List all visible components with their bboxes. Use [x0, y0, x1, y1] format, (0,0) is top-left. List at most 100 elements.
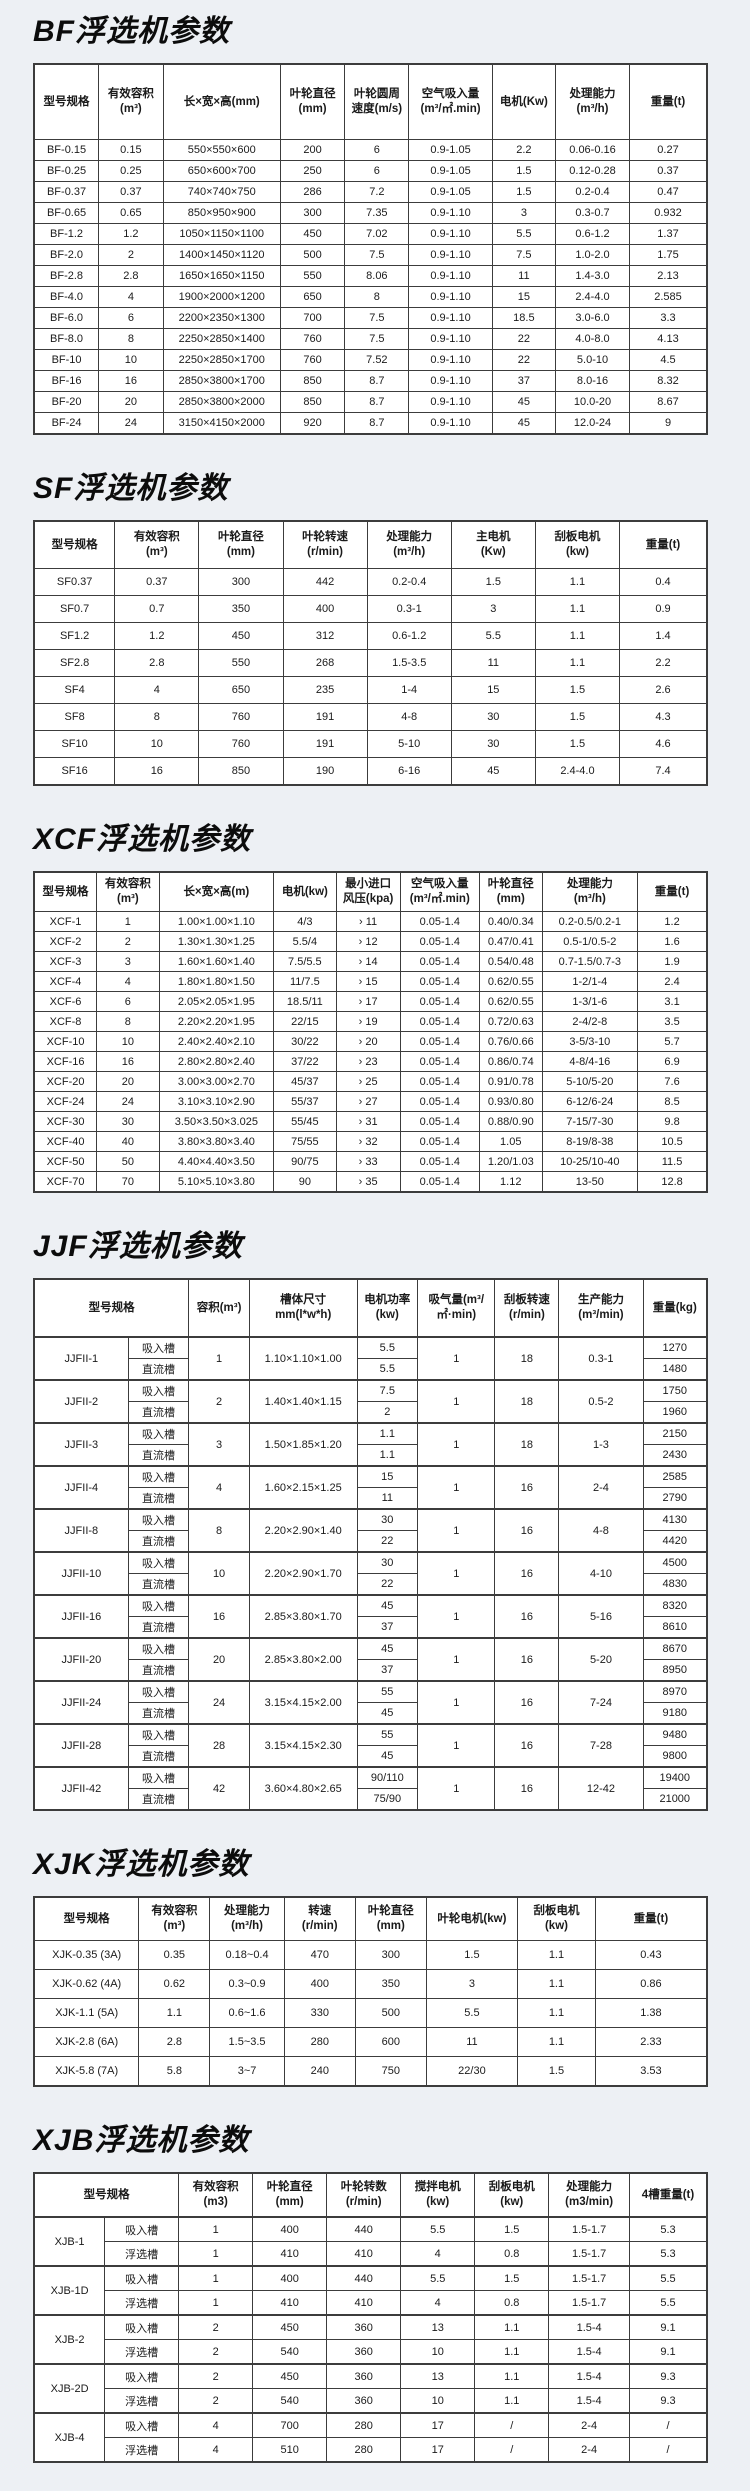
value-cell: 6 [344, 139, 410, 161]
value-cell: 45 [356, 1637, 419, 1660]
tank-type-cell: 浮选槽 [104, 2339, 180, 2365]
value-cell: 2.40×2.40×2.10 [158, 1031, 275, 1052]
value-cell: 30 [356, 1508, 419, 1531]
value-cell: 30/22 [273, 1031, 337, 1052]
value-cell: 18 [494, 1422, 560, 1467]
value-cell: 2.33 [594, 2027, 708, 2057]
value-cell: 7-15/7-30 [541, 1111, 639, 1132]
model-cell: BF-2.0 [33, 244, 100, 266]
value-cell: 1.1 [517, 2027, 596, 2057]
value-cell: 1.1 [474, 2314, 550, 2340]
value-cell: 7.2 [344, 181, 410, 203]
value-cell: 1.1 [517, 1940, 596, 1970]
column-header: 电机(kw) [273, 871, 337, 912]
value-cell: 15 [356, 1465, 419, 1488]
header-row: 型号规格 容积(m³) 槽体尺寸 mm(l*w*h) 电机功率 (kw) 吸气量(m³/… [33, 1278, 708, 1338]
value-cell: 4.0-8.0 [554, 328, 631, 350]
value-cell: 850×950×900 [162, 202, 281, 224]
value-cell: 1-3 [558, 1422, 644, 1467]
value-cell: 0.25 [98, 160, 164, 182]
value-cell: 90/75 [273, 1151, 337, 1172]
value-cell: 18.5 [491, 307, 557, 329]
model-cell: XCF-70 [33, 1171, 98, 1193]
section-bf: BF浮选机参数 型号规格 有效容积 (m³) 长×宽×高(mm) 叶轮直径 (mm) 叶… [0, 6, 750, 435]
value-cell: 8610 [642, 1616, 708, 1639]
value-cell: 1 [417, 1336, 496, 1381]
value-cell: 5.5 [356, 1336, 419, 1359]
table-row: XCF-3 3 1.60×1.60×1.40 7.5/5.5 › 14 0.05-1.4 0… [33, 951, 708, 972]
column-header: 处理能力 (m³/h) [554, 63, 631, 140]
model-cell: JJFII-1 [33, 1336, 129, 1381]
value-cell: 0.05-1.4 [399, 1051, 480, 1072]
column-header: 叶轮转速 (r/min) [282, 520, 368, 569]
table-row: 直流槽 11 2790 [34, 1487, 708, 1510]
table-row: SF0.7 0.7 350 400 0.3-1 3 1.1 0.9 [33, 595, 708, 623]
value-cell: 8.67 [629, 391, 708, 413]
table-row: BF-8.0 8 2250×2850×1400 760 7.5 0.9-1.10 22 4.0… [33, 328, 708, 350]
value-cell: 1.40×1.40×1.15 [248, 1379, 358, 1424]
value-cell: 0.86 [594, 1969, 708, 1999]
value-cell: 1.5 [450, 568, 536, 596]
value-cell: 0.62/0.55 [478, 991, 543, 1012]
value-cell: 1.5-3.5 [366, 649, 452, 677]
value-cell: 410 [326, 2241, 402, 2267]
table-row: 直流槽 45 9800 [34, 1745, 708, 1768]
value-cell: 30 [356, 1551, 419, 1574]
value-cell: 280 [326, 2437, 402, 2463]
value-cell: 7.52 [344, 349, 410, 371]
value-cell: 3 [188, 1422, 250, 1467]
value-cell: 45 [450, 757, 536, 786]
value-cell: 400 [252, 2216, 328, 2242]
value-cell: 1 [417, 1723, 496, 1768]
table-row: BF-6.0 6 2200×2350×1300 700 7.5 0.9-1.10 18.5 3… [33, 307, 708, 329]
table-row: BF-2.0 2 1400×1450×1120 500 7.5 0.9-1.10 7.5 1.… [33, 244, 708, 266]
value-cell: 0.43 [594, 1940, 708, 1970]
value-cell: 0.4 [619, 568, 708, 596]
value-cell: 5-10 [366, 730, 452, 758]
tank-type-cell: 直流槽 [127, 1530, 190, 1553]
value-cell: 540 [252, 2388, 328, 2414]
value-cell: 360 [326, 2388, 402, 2414]
model-cell: BF-16 [33, 370, 100, 392]
value-cell: 16 [494, 1551, 560, 1596]
value-cell: 6 [98, 307, 164, 329]
value-cell: 18 [494, 1379, 560, 1424]
value-cell: 8.5 [637, 1091, 708, 1112]
value-cell: 18.5/11 [273, 991, 337, 1012]
value-cell: 0.05-1.4 [399, 1131, 480, 1152]
value-cell: 11 [450, 649, 536, 677]
table-row: XCF-8 8 2.20×2.20×1.95 22/15 › 19 0.05-1.4 0.7… [33, 1011, 708, 1032]
value-cell: 2.2 [491, 139, 557, 161]
value-cell: 3.3 [629, 307, 708, 329]
model-cell: SF0.7 [33, 595, 116, 623]
model-cell: SF10 [33, 730, 116, 758]
value-cell: 3.10×3.10×2.90 [158, 1091, 275, 1112]
value-cell: 2 [96, 931, 160, 952]
model-cell: SF4 [33, 676, 116, 704]
value-cell: 45 [491, 391, 557, 413]
value-cell: 2.13 [629, 265, 708, 287]
value-cell: 3~7 [209, 2056, 285, 2087]
value-cell: 0.9-1.10 [408, 202, 493, 224]
value-cell: 1.60×1.60×1.40 [158, 951, 275, 972]
value-cell: 75/90 [356, 1788, 419, 1811]
table-row: 直流槽 1.1 2430 [34, 1444, 708, 1467]
value-cell: 0.9-1.10 [408, 244, 493, 266]
value-cell: 0.6-1.2 [366, 622, 452, 650]
value-cell: 500 [279, 244, 346, 266]
value-cell: 40 [96, 1131, 160, 1152]
value-cell: 1.1 [356, 1444, 419, 1467]
value-cell: 2850×3800×2000 [162, 391, 281, 413]
value-cell: 280 [326, 2412, 402, 2438]
value-cell: 8.06 [344, 265, 410, 287]
value-cell: 1.1 [517, 1969, 596, 1999]
section-jjf: JJF浮选机参数 型号规格 容积(m³) 槽体尺寸 mm(l*w*h) 电机功率 (k… [0, 1221, 750, 1811]
value-cell: / [629, 2412, 708, 2438]
value-cell: 8320 [642, 1594, 708, 1617]
model-cell: XCF-3 [33, 951, 98, 972]
column-header: 有效容积 (m³) [114, 520, 200, 569]
table-row: 直流槽 37 8950 [34, 1659, 708, 1682]
value-cell: 760 [198, 703, 284, 731]
value-cell: 2.85×3.80×2.00 [248, 1637, 358, 1682]
column-header: 型号规格 [33, 1896, 140, 1941]
